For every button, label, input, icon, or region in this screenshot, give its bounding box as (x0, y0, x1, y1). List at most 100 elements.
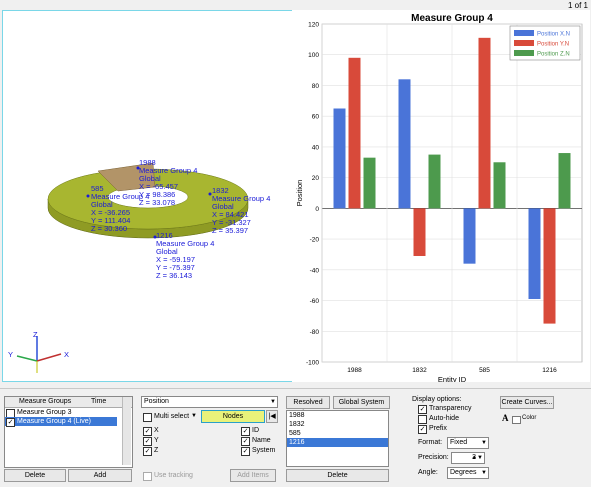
y-tick-label: 100 (308, 52, 319, 59)
add-group-button[interactable]: Add (68, 469, 132, 482)
y-label: Y (154, 437, 159, 444)
chart-pane[interactable]: Measure Group 4 120 100 80 60 40 20 0 -20 -40 -60 -… (292, 10, 590, 382)
list-scrollbar[interactable] (122, 397, 131, 465)
resolved-in-button[interactable]: Resolved in... (286, 396, 330, 417)
list-item[interactable]: 1832 (289, 421, 305, 428)
measure-type-dropdown[interactable]: Position ▼ (141, 396, 278, 408)
name-label: Name (252, 437, 271, 444)
y-tick-label: -20 (310, 237, 320, 244)
list-item[interactable]: 1216 (287, 438, 388, 447)
name-checkbox[interactable]: ✓ (241, 437, 250, 446)
y-tick-label: -40 (310, 267, 320, 274)
model-graphics (16, 162, 249, 373)
chevron-down-icon: ▼ (481, 470, 487, 476)
add-items-button[interactable]: Add Items (230, 469, 276, 482)
y-tick-label: 0 (315, 206, 319, 213)
system-label: System (252, 447, 276, 454)
y-tick-label: 80 (312, 83, 320, 90)
nodes-button[interactable]: Nodes (201, 410, 265, 423)
create-curves-button[interactable]: Create Curves... (500, 396, 554, 409)
x-checkbox[interactable]: ✓ (143, 427, 152, 436)
triad-x-label: X (64, 350, 70, 359)
legend-swatch (514, 30, 534, 36)
node-annotation-585[interactable]: 585 Measure Group 4 Global X = -36.265 Y = 1… (91, 184, 150, 233)
z-label: Z (154, 447, 159, 454)
id-checkbox[interactable]: ✓ (241, 427, 250, 436)
page-indicator: 1 of 1 (567, 1, 588, 10)
y-checkbox[interactable]: ✓ (143, 437, 152, 446)
color-label: Color (522, 415, 537, 421)
y-tick-label: 120 (308, 22, 319, 29)
legend-label: Position Z.N (537, 52, 570, 58)
y-tick-label: -100 (306, 360, 319, 367)
bar-positionyn (478, 37, 491, 209)
angle-label: Angle: (418, 469, 438, 476)
autohide-checkbox[interactable] (418, 415, 427, 424)
use-tracking-checkbox[interactable] (143, 472, 152, 481)
transparency-label: Transparency (429, 405, 472, 412)
system-checkbox[interactable]: ✓ (241, 447, 250, 456)
transparency-checkbox[interactable]: ✓ (418, 405, 427, 414)
column-header-measure-groups[interactable]: Measure Groups (19, 398, 72, 405)
delete-group-button[interactable]: Delete (4, 469, 66, 482)
legend-label: Position X.N (537, 32, 570, 38)
delete-resolved-button[interactable]: Delete (286, 469, 389, 482)
bar-positionzn (363, 157, 376, 209)
y-tick-label: 20 (312, 175, 320, 182)
multi-select-checkbox[interactable] (143, 413, 152, 422)
bar-positionyn (413, 208, 426, 256)
id-label: ID (252, 427, 259, 434)
chevron-down-icon: ▼ (481, 440, 487, 446)
prefix-checkbox[interactable]: ✓ (418, 425, 427, 434)
use-tracking-label: Use tracking (154, 472, 193, 479)
display-options-title: Display options: (412, 396, 462, 403)
y-tick-label: -80 (310, 329, 320, 336)
y-tick-label: 40 (312, 144, 320, 151)
column-header-time[interactable]: Time (91, 398, 107, 405)
first-node-icon[interactable]: |◀ (266, 410, 278, 423)
bar-positionzn (428, 154, 441, 209)
prefix-label: Prefix (429, 425, 447, 432)
model-viewport[interactable]: Z Y X 1988 Measure Group 4 Global X = -65.4… (2, 10, 293, 382)
list-item[interactable]: Measure Group 3 (5, 408, 132, 418)
bar-positionxn (398, 79, 411, 209)
y-axis-label: Position (295, 180, 304, 207)
format-dropdown[interactable]: Fixed ▼ (447, 437, 489, 449)
precision-label: Precision: (418, 454, 449, 461)
measure-groups-list[interactable]: Measure Groups Time Measure Group 3 ✓ Me… (4, 396, 133, 468)
x-label: X (154, 427, 159, 434)
node-annotation-1988[interactable]: 1988 Measure Group 4 Global X = -65.457 Y = … (139, 158, 198, 207)
multi-select-arrow-icon[interactable]: ▼ (191, 413, 197, 419)
bar-positionxn (463, 208, 476, 264)
bar-positionyn (348, 57, 361, 209)
bar-positionxn (333, 108, 346, 209)
triad-y-label: Y (8, 350, 14, 359)
bar-positionxn (528, 208, 541, 300)
global-system-button[interactable]: Global System (333, 396, 390, 409)
bar-chart: Measure Group 4 120 100 80 60 40 20 0 -20 -40 -60 -… (295, 13, 583, 382)
list-item[interactable]: 585 (289, 430, 301, 437)
node-annotation-1832[interactable]: 1832 Measure Group 4 Global X = 84.421 Y = -… (212, 186, 271, 235)
x-tick-label: 1832 (412, 367, 427, 374)
precision-spinner[interactable]: 3 ▲▼ (451, 452, 485, 464)
multi-select-label: Multi select (154, 413, 190, 420)
list-item[interactable]: ✓ Measure Group 4 (Live) (5, 417, 117, 427)
z-checkbox[interactable]: ✓ (143, 447, 152, 456)
node-annotation-1216[interactable]: 1216 Measure Group 4 Global X = -59.197 Y = … (156, 231, 215, 280)
legend-label: Position Y.N (537, 42, 569, 48)
spinner-arrows-icon[interactable]: ▲▼ (471, 455, 483, 461)
y-tick-label: -60 (310, 298, 320, 305)
list-header: Measure Groups Time (5, 397, 132, 408)
bar-positionzn (493, 162, 506, 209)
resolved-entities-list[interactable]: 1988 1832 585 1216 (286, 410, 389, 467)
list-item[interactable]: 1988 (289, 412, 305, 419)
color-swatch[interactable] (512, 416, 521, 424)
x-tick-label: 585 (479, 367, 490, 374)
angle-dropdown[interactable]: Degrees ▼ (447, 467, 489, 479)
chart-title: Measure Group 4 (411, 13, 493, 24)
group-checkbox[interactable]: ✓ (6, 418, 15, 427)
font-icon[interactable]: A (502, 413, 509, 423)
measure-panel: Measure Groups Time Measure Group 3 ✓ Me… (0, 388, 591, 487)
legend-swatch (514, 40, 534, 46)
x-tick-label: 1988 (347, 367, 362, 374)
